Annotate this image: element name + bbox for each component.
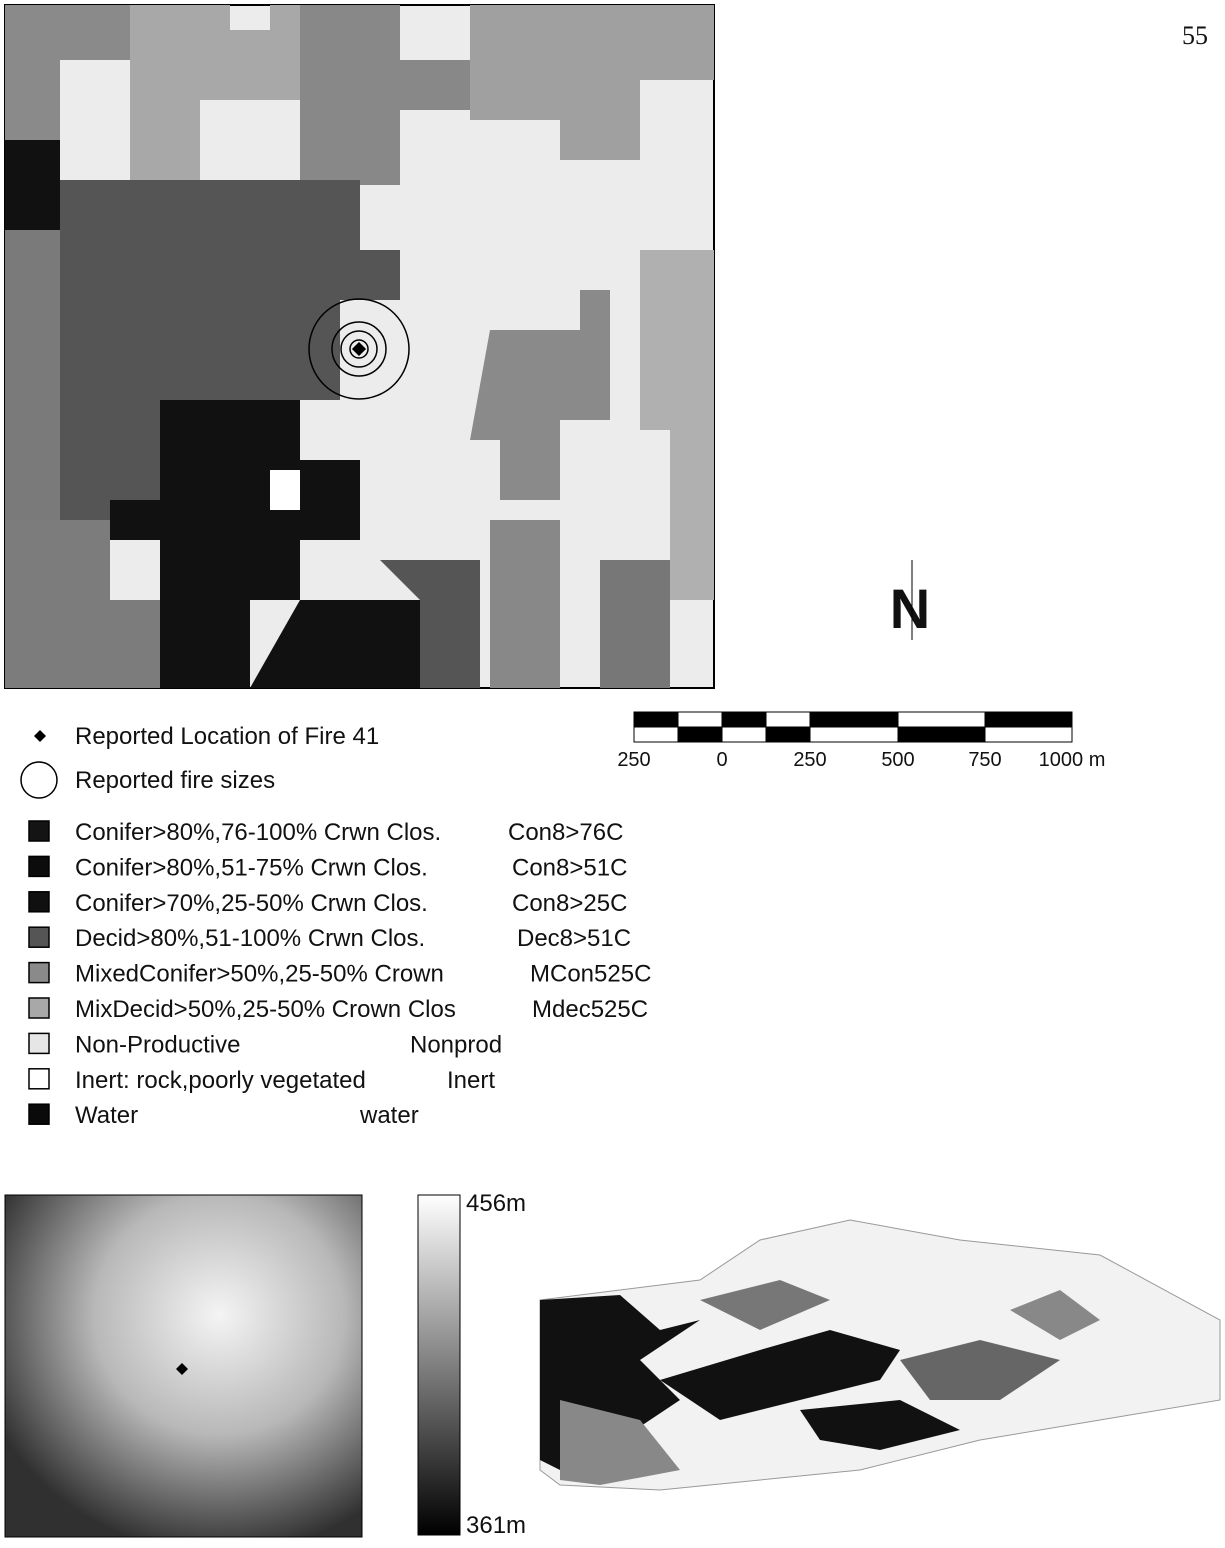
- scale-label: 250: [617, 749, 650, 771]
- legend-swatch: [29, 998, 49, 1018]
- scale-label: 500: [881, 749, 914, 771]
- legend-label: Reported Location of Fire 41: [75, 723, 379, 750]
- elevation-min-label: 361m: [466, 1512, 526, 1539]
- scale-labels: 250 0 250 500 750 1000 m: [617, 749, 1105, 771]
- legend-swatch: [29, 1069, 49, 1089]
- legend-label: Conifer>80%,51-75% Crwn Clos.: [75, 854, 428, 881]
- legend-code: water: [359, 1102, 419, 1129]
- scale-bar: [634, 712, 1072, 742]
- terrain-3d: [540, 1220, 1220, 1490]
- legend-label: Reported fire sizes: [75, 767, 275, 794]
- legend-label: Conifer>70%,25-50% Crwn Clos.: [75, 890, 428, 917]
- legend-label: MixDecid>50%,25-50% Crown Clos: [75, 996, 456, 1023]
- legend-label: MixedConifer>50%,25-50% Crown: [75, 961, 444, 988]
- legend-swatch: [29, 1033, 49, 1053]
- legend-label: Non-Productive: [75, 1031, 240, 1058]
- elevation-max-label: 456m: [466, 1190, 526, 1217]
- legend-code: Inert: [447, 1067, 495, 1094]
- legend-swatch: [29, 892, 49, 912]
- legend-swatch: [29, 927, 49, 947]
- legend-code: Con8>51C: [512, 854, 627, 881]
- north-arrow: N: [890, 577, 930, 640]
- legend-code: Con8>76C: [508, 819, 623, 846]
- legend-label: Inert: rock,poorly vegetated: [75, 1067, 366, 1094]
- legend-code: Mdec525C: [532, 996, 648, 1023]
- legend: Conifer>80%,76-100% Crwn Clos. Con8>76C Co…: [29, 819, 651, 1129]
- legend-code: Nonprod: [410, 1031, 502, 1058]
- legend-label: Decid>80%,51-100% Crwn Clos.: [75, 925, 425, 952]
- legend-code: Dec8>51C: [517, 925, 631, 952]
- legend-code: MCon525C: [530, 961, 651, 988]
- scale-label: 750: [968, 749, 1001, 771]
- legend-code: Con8>25C: [512, 890, 627, 917]
- legend-label: Conifer>80%,76-100% Crwn Clos.: [75, 819, 441, 846]
- page-number: 55: [1182, 21, 1208, 50]
- scale-label: 0: [716, 749, 727, 771]
- legend-swatch: [29, 963, 49, 983]
- legend-swatch: [29, 1104, 49, 1124]
- fire-location-symbol: [34, 730, 46, 742]
- legend-swatch: [29, 821, 49, 841]
- page: 55 N 250: [0, 0, 1225, 1543]
- elevation-colorbar: [418, 1195, 460, 1535]
- legend-label: Water: [75, 1102, 138, 1129]
- scale-label: 250: [793, 749, 826, 771]
- scale-label: 1000 m: [1039, 749, 1106, 771]
- legend-swatch: [29, 856, 49, 876]
- fire-size-symbol: [21, 762, 57, 798]
